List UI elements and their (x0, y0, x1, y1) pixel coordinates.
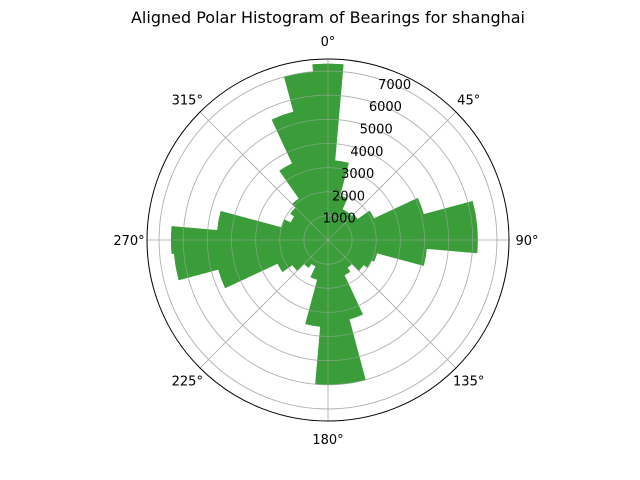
radial-tick-label: 1000 (323, 212, 356, 227)
angular-gridline (327, 239, 457, 369)
radial-tick-label: 4000 (350, 145, 383, 160)
radial-tick-label: 6000 (369, 100, 402, 115)
angle-tick-label: 180° (312, 433, 343, 448)
angle-tick-label: 0° (321, 35, 336, 50)
angle-tick-label: 315° (172, 93, 203, 108)
grid-overlay (147, 59, 509, 421)
histogram-bar (327, 239, 378, 262)
angular-gridline (199, 111, 329, 241)
chart-title: Aligned Polar Histogram of Bearings for … (131, 8, 525, 27)
angle-tick-label: 225° (172, 375, 203, 390)
radial-tick-label: 7000 (378, 78, 411, 93)
polar-frame (146, 58, 510, 422)
angular-gridline (327, 111, 457, 241)
histogram-bar (310, 239, 329, 280)
angle-tick-label: 90° (515, 234, 538, 249)
radial-tick-label: 2000 (332, 189, 365, 204)
angle-tick-label: 270° (113, 234, 144, 249)
angle-tick-label: 45° (457, 93, 480, 108)
radial-tick-labels: 1000 2000 3000 4000 5000 6000 7000 (323, 78, 411, 227)
radial-tick-label: 5000 (360, 123, 393, 138)
angle-tick-label: 135° (453, 375, 484, 390)
angular-gridline (199, 239, 329, 369)
radial-tick-label: 3000 (341, 167, 374, 182)
angle-tick-labels: 0° 45° 90° 135° 180° 225° 270° 315° (113, 35, 538, 448)
